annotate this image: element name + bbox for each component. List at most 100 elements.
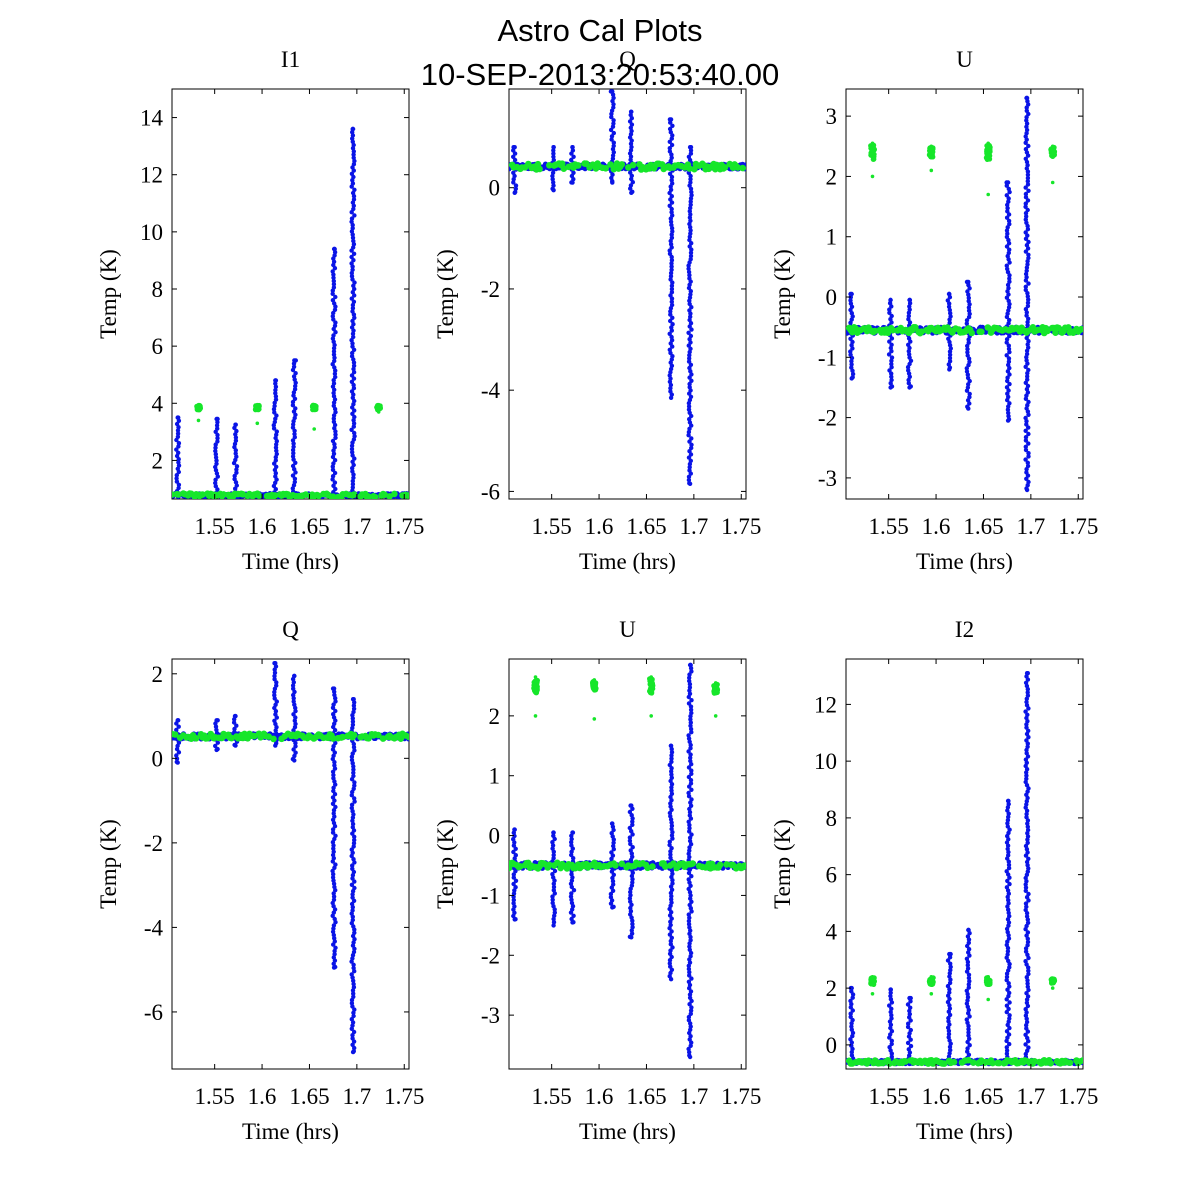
data-point xyxy=(291,422,296,427)
data-point xyxy=(176,457,181,462)
data-point xyxy=(1023,901,1029,906)
data-point xyxy=(907,385,912,390)
data-point xyxy=(618,161,626,168)
data-point xyxy=(1023,249,1029,254)
data-point xyxy=(1007,381,1012,387)
data-point xyxy=(687,145,693,150)
data-point xyxy=(1026,898,1031,903)
data-point xyxy=(629,931,635,936)
data-point xyxy=(1004,977,1009,983)
data-point xyxy=(608,891,614,897)
data-point xyxy=(1025,291,1030,296)
data-point xyxy=(1004,215,1010,220)
data-point xyxy=(533,675,538,679)
data-point xyxy=(688,752,693,757)
data-point xyxy=(668,977,674,982)
data-point xyxy=(669,894,674,899)
data-point xyxy=(1026,1039,1031,1044)
data-point xyxy=(330,747,336,752)
data-point xyxy=(669,136,674,141)
data-point xyxy=(687,465,692,470)
data-point xyxy=(686,269,692,275)
data-point xyxy=(668,219,674,224)
y-tick-label: 6 xyxy=(826,863,838,888)
data-point xyxy=(273,661,278,666)
data-point xyxy=(1007,273,1012,278)
data-point xyxy=(232,473,237,479)
data-point xyxy=(213,724,219,729)
data-point xyxy=(965,343,970,349)
x-tick-label: 1.6 xyxy=(585,514,614,539)
data-point xyxy=(1025,169,1031,174)
data-point xyxy=(688,717,693,722)
data-point xyxy=(609,137,614,142)
data-point xyxy=(352,799,357,804)
x-axis-label: Time (hrs) xyxy=(916,1119,1013,1144)
data-point xyxy=(331,686,337,691)
y-tick-label: -2 xyxy=(481,943,500,968)
data-point xyxy=(351,386,357,391)
data-point xyxy=(330,288,335,293)
data-point xyxy=(1025,223,1030,229)
data-point xyxy=(1006,862,1012,868)
data-point xyxy=(290,367,296,373)
data-point xyxy=(687,826,692,831)
data-point xyxy=(220,491,227,498)
data-point xyxy=(908,339,913,344)
data-point xyxy=(688,177,693,182)
data-point xyxy=(611,130,616,136)
data-point xyxy=(870,174,875,179)
data-point xyxy=(550,897,555,902)
data-point xyxy=(271,423,276,428)
subplot-title: U xyxy=(956,47,973,72)
data-point xyxy=(349,754,355,759)
data-point xyxy=(571,154,576,159)
data-point xyxy=(352,946,357,951)
data-point xyxy=(231,460,237,466)
data-point xyxy=(350,126,356,132)
data-point xyxy=(887,339,892,344)
data-point xyxy=(350,482,356,487)
data-point xyxy=(331,891,336,896)
data-point xyxy=(511,891,517,896)
data-point xyxy=(1006,814,1011,820)
data-point xyxy=(176,750,182,755)
data-point xyxy=(611,118,616,123)
data-point xyxy=(689,247,694,252)
cal-spike-7 xyxy=(686,145,694,486)
data-point xyxy=(350,716,355,721)
data-point xyxy=(551,188,556,193)
data-point xyxy=(1026,431,1031,437)
data-point xyxy=(350,466,355,471)
cal-spike-5 xyxy=(290,358,298,499)
data-point xyxy=(274,680,279,685)
data-point xyxy=(533,714,538,718)
data-point xyxy=(350,440,355,445)
data-point xyxy=(714,689,720,696)
data-point xyxy=(351,991,356,996)
figure-title: Astro Cal Plots xyxy=(497,13,702,48)
data-point xyxy=(947,980,953,986)
data-point xyxy=(687,356,692,361)
data-point xyxy=(349,210,354,215)
x-tick-label: 1.55 xyxy=(532,514,572,539)
data-point xyxy=(687,381,692,387)
data-point xyxy=(629,190,634,195)
data-point xyxy=(930,154,936,160)
data-point xyxy=(349,793,354,798)
data-point xyxy=(350,713,355,718)
data-point xyxy=(272,667,277,672)
data-point xyxy=(602,165,609,172)
data-point xyxy=(889,326,896,334)
data-point xyxy=(270,735,277,743)
data-point xyxy=(271,407,277,412)
source-cluster-1 xyxy=(868,975,877,996)
data-point xyxy=(349,373,355,378)
data-point xyxy=(1024,419,1029,424)
data-point xyxy=(667,139,672,144)
data-point xyxy=(965,963,970,968)
data-point xyxy=(667,926,672,931)
source-series-baseline xyxy=(509,160,746,173)
data-point xyxy=(948,964,953,970)
